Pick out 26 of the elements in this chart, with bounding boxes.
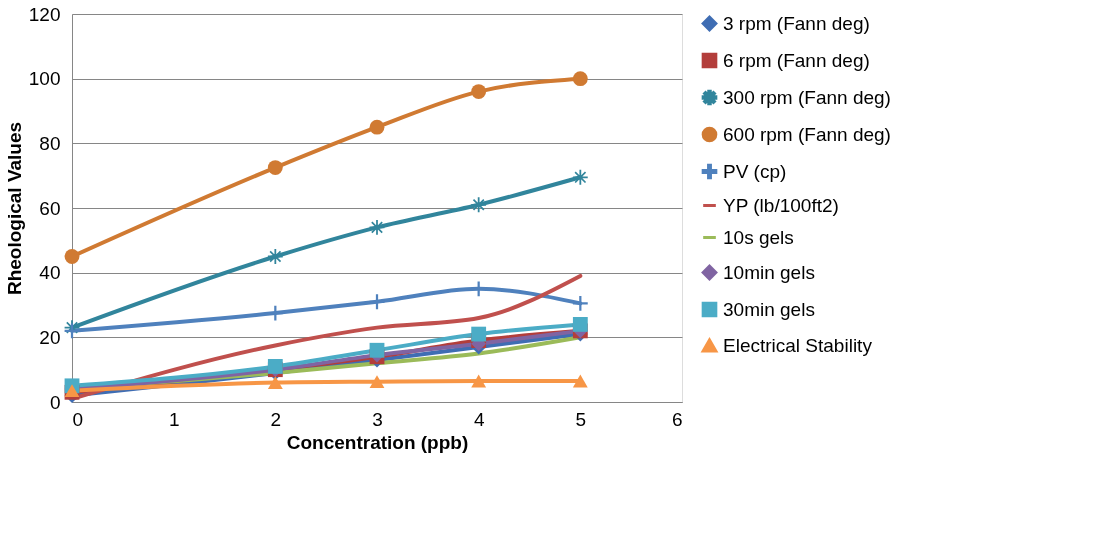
x-axis-title: Concentration (ppb) xyxy=(286,431,469,453)
legend-label: PV (cp) xyxy=(723,160,787,182)
y-tick-label: 120 xyxy=(28,3,61,25)
legend-label: 3 rpm (Fann deg) xyxy=(723,12,870,34)
legend-label: Electrical Stability xyxy=(723,334,873,356)
x-tick-label: 5 xyxy=(575,408,587,430)
y-tick-label: 40 xyxy=(39,262,61,284)
y-tick-label: 100 xyxy=(28,68,61,90)
legend-label: 30min gels xyxy=(723,298,815,320)
x-tick-label: 3 xyxy=(372,408,383,430)
x-tick-label: 6 xyxy=(671,408,683,430)
legend-label: 6 rpm (Fann deg) xyxy=(723,49,870,71)
legend-label: 300 rpm (Fann deg) xyxy=(723,86,891,108)
legend-label: 10min gels xyxy=(723,261,815,283)
y-axis-title: Rheological Values xyxy=(3,121,25,296)
y-tick-label: 60 xyxy=(39,197,61,219)
y-tick-label: 20 xyxy=(39,326,61,348)
y-tick-label: 80 xyxy=(39,132,61,154)
legend-label: 600 rpm (Fann deg) xyxy=(723,123,891,145)
x-tick-label: 0 xyxy=(72,408,84,430)
y-tick-label: 0 xyxy=(49,391,61,413)
x-tick-label: 1 xyxy=(168,408,180,430)
x-tick-label: 4 xyxy=(473,408,485,430)
x-tick-label: 2 xyxy=(270,408,282,430)
legend-label: YP (lb/100ft2) xyxy=(723,194,839,216)
legend-label: 10s gels xyxy=(723,226,794,248)
